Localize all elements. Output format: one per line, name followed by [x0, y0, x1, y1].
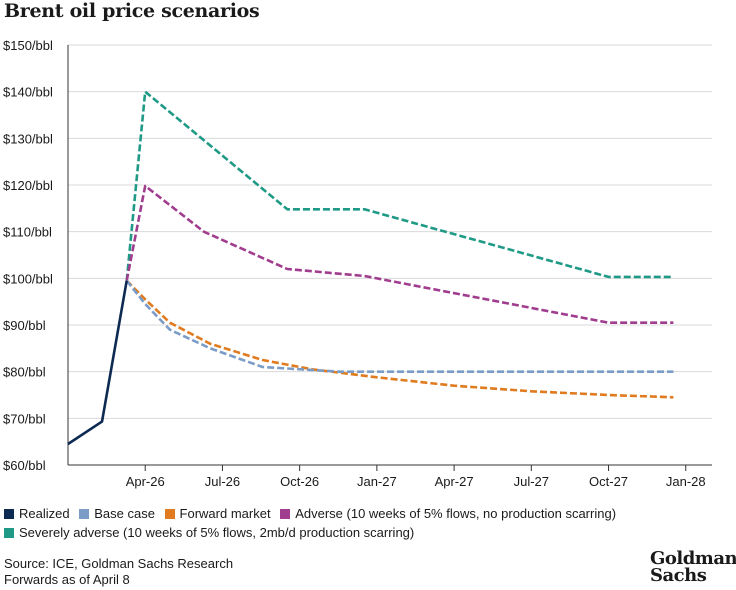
legend-label-base-case: Base case — [94, 506, 155, 521]
series-line-realized — [67, 280, 128, 446]
legend-label-severely-adverse: Severely adverse (10 weeks of 5% flows, … — [19, 525, 415, 540]
logo-line-1: Goldman — [650, 548, 736, 569]
chart-area: $60/bbl $70/bbl $80/bbl $90/bbl $100/bbl $110… — [3, 38, 712, 489]
footer: Source: ICE, Goldman Sachs Research Forw… — [4, 556, 233, 588]
series-line-base — [125, 279, 674, 374]
legend-swatch-realized — [4, 509, 14, 519]
legend-swatch-severely-adverse — [4, 528, 14, 538]
legend-item-realized: Realized — [4, 505, 70, 523]
legend-item-adverse: Adverse (10 weeks of 5% flows, no produc… — [280, 505, 616, 523]
x-tick-label: Apr-26 — [126, 474, 165, 489]
x-tick-label: Jan-27 — [357, 474, 397, 489]
y-tick-label: $110/bbl — [3, 225, 52, 240]
legend-label-adverse: Adverse (10 weeks of 5% flows, no produc… — [295, 506, 617, 521]
legend-item-severely-adverse: Severely adverse (10 weeks of 5% flows, … — [4, 524, 414, 542]
x-tick-label: Oct-26 — [280, 474, 319, 489]
legend-label-forward-market: Forward market — [179, 506, 271, 521]
legend-label-realized: Realized — [19, 506, 70, 521]
series-line-severely — [125, 90, 674, 281]
logo-line-2: Sachs — [650, 565, 707, 586]
y-tick-label: $70/bbl — [3, 411, 46, 426]
x-tick-label: Jul-26 — [205, 474, 240, 489]
x-tick-label: Jan-28 — [666, 474, 706, 489]
legend-item-forward-market: Forward market — [164, 505, 271, 523]
source-note: Source: ICE, Goldman Sachs Research — [4, 556, 234, 571]
y-tick-label: $120/bbl — [3, 178, 53, 193]
y-tick-label: $140/bbl — [3, 85, 53, 100]
legend-swatch-adverse — [280, 509, 291, 519]
chart-title: Brent oil price scenarios — [4, 0, 260, 22]
legend: Realized Base case Forward market Advers… — [4, 505, 724, 543]
y-tick-label: $130/bbl — [3, 131, 53, 146]
y-tick-label: $60/bbl — [3, 458, 46, 473]
x-tick-label: Apr-27 — [435, 474, 474, 489]
legend-swatch-forward-market — [164, 509, 175, 519]
x-tick-label: Jul-27 — [514, 474, 549, 489]
series-line-adverse — [125, 184, 674, 325]
y-tick-label: $100/bbl — [3, 271, 53, 286]
goldman-sachs-logo: Goldman Sachs — [650, 548, 736, 586]
y-tick-label: $80/bbl — [3, 365, 46, 380]
y-tick-label: $90/bbl — [3, 318, 46, 333]
legend-item-base-case: Base case — [79, 505, 155, 523]
y-tick-label: $150/bbl — [3, 38, 53, 53]
forwards-note: Forwards as of April 8 — [4, 572, 130, 587]
legend-swatch-base-case — [79, 509, 90, 519]
series-line-forward — [125, 279, 674, 399]
x-tick-label: Oct-27 — [589, 474, 628, 489]
